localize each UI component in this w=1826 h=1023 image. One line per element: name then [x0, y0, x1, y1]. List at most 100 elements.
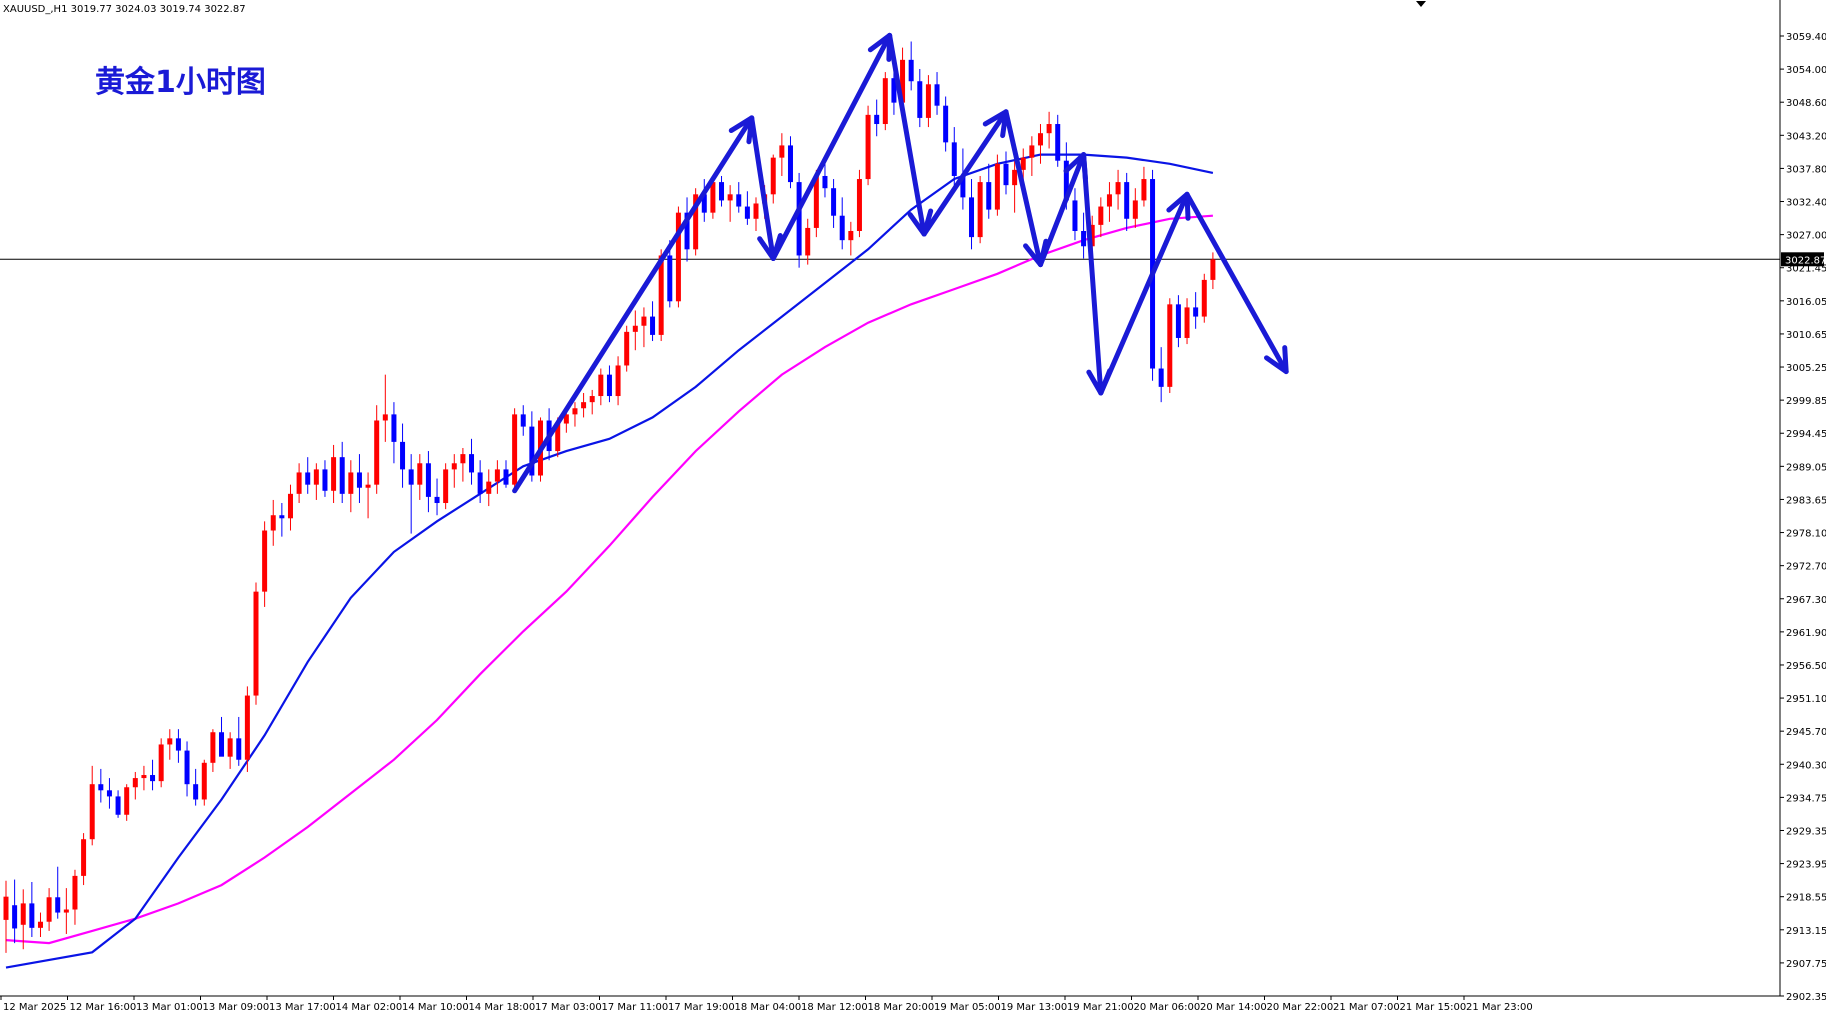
candle-body [3, 896, 9, 920]
candle-body [555, 423, 561, 452]
candle [296, 463, 302, 504]
y-tick-label: 3016.05 [1786, 297, 1826, 308]
candle [770, 154, 776, 204]
y-tick-label: 2999.85 [1786, 396, 1826, 407]
candle [382, 374, 388, 442]
candle [598, 368, 604, 406]
candle [305, 457, 311, 494]
candle-body [831, 188, 837, 216]
candle [46, 888, 52, 931]
candle-body [89, 784, 95, 840]
y-tick-label: 2907.75 [1786, 959, 1826, 970]
candle [244, 686, 250, 772]
candle [443, 463, 449, 510]
overlay-title: 黄金1小时图 [95, 65, 266, 100]
candle-body [572, 408, 578, 415]
x-tick-label: 13 Mar 09:00 [203, 1002, 270, 1013]
x-tick-label: 19 Mar 21:00 [1067, 1002, 1134, 1013]
candle [917, 69, 923, 128]
candle [848, 221, 854, 256]
candle [227, 732, 233, 769]
trend-arrow-shaft [770, 32, 893, 262]
candle [908, 41, 914, 91]
candle-body [1063, 160, 1069, 201]
candle-body [606, 374, 612, 397]
candle [1184, 298, 1190, 345]
candle [529, 411, 535, 482]
candle [779, 133, 785, 176]
candle [977, 175, 983, 244]
x-tick-label: 13 Mar 17:00 [269, 1002, 336, 1013]
x-tick-label: 21 Mar 23:00 [1466, 1002, 1533, 1013]
candle-body [986, 182, 992, 210]
x-tick-label: 17 Mar 11:00 [602, 1002, 669, 1013]
candle [460, 447, 466, 482]
candle [1141, 166, 1147, 207]
candle-body [287, 493, 293, 519]
candle-body [667, 255, 673, 302]
candle [951, 127, 957, 189]
candle-body [279, 515, 285, 519]
trend-arrow-shaft [1003, 109, 1043, 268]
candle [339, 441, 345, 504]
candle-body [227, 738, 233, 757]
x-tick-label: 18 Mar 20:00 [868, 1002, 935, 1013]
candle [348, 460, 354, 513]
candle [89, 765, 95, 846]
candle [615, 356, 621, 406]
candle [787, 136, 793, 189]
candle [400, 423, 406, 488]
candle [1201, 273, 1207, 323]
candle-body [262, 530, 268, 592]
candle-body [106, 790, 112, 797]
candle-body [1158, 368, 1164, 387]
candle-body [891, 78, 897, 103]
candle-body [787, 145, 793, 183]
candle [236, 716, 242, 766]
chart-shift-marker-icon[interactable] [1416, 1, 1426, 7]
y-tick-label: 2978.10 [1786, 529, 1826, 540]
candle-body [296, 472, 302, 494]
candle-body [1055, 124, 1061, 161]
trend-arrow-head [1264, 345, 1289, 375]
candle [141, 765, 147, 791]
candle [193, 768, 199, 806]
y-tick-label: 2967.30 [1786, 595, 1826, 606]
y-tick-label: 2902.35 [1786, 992, 1826, 1003]
candle [3, 880, 9, 953]
candle-body [503, 469, 509, 485]
candle-body [417, 463, 423, 485]
candle-body [55, 897, 61, 913]
candle [624, 325, 630, 372]
trend-arrow-shaft [921, 109, 1009, 237]
candle [874, 99, 880, 137]
candle [701, 179, 707, 222]
candle [994, 154, 1000, 216]
candle-body [848, 230, 854, 241]
candle [270, 499, 276, 546]
candle [1046, 111, 1052, 149]
candle-body [1003, 163, 1009, 186]
y-tick-label: 2989.05 [1786, 462, 1826, 473]
candle-body [753, 203, 759, 219]
candle-body [150, 775, 156, 782]
candle-body [701, 194, 707, 213]
y-tick-label: 2934.75 [1786, 793, 1826, 804]
candle-body [1098, 206, 1104, 225]
candle-body [1167, 304, 1173, 387]
candle-body [839, 215, 845, 241]
trend-arrow-shaft [749, 115, 776, 262]
candle [374, 405, 380, 494]
candle [184, 741, 190, 797]
candle [365, 472, 371, 519]
candle-body [1106, 194, 1112, 207]
candle-body [434, 496, 440, 504]
candle-body [908, 59, 914, 82]
x-tick-label: 17 Mar 19:00 [668, 1002, 735, 1013]
candle [727, 185, 733, 222]
candle-body [822, 175, 828, 189]
candle [1003, 151, 1009, 195]
candle-body [477, 472, 483, 494]
x-tick-label: 17 Mar 03:00 [535, 1002, 602, 1013]
